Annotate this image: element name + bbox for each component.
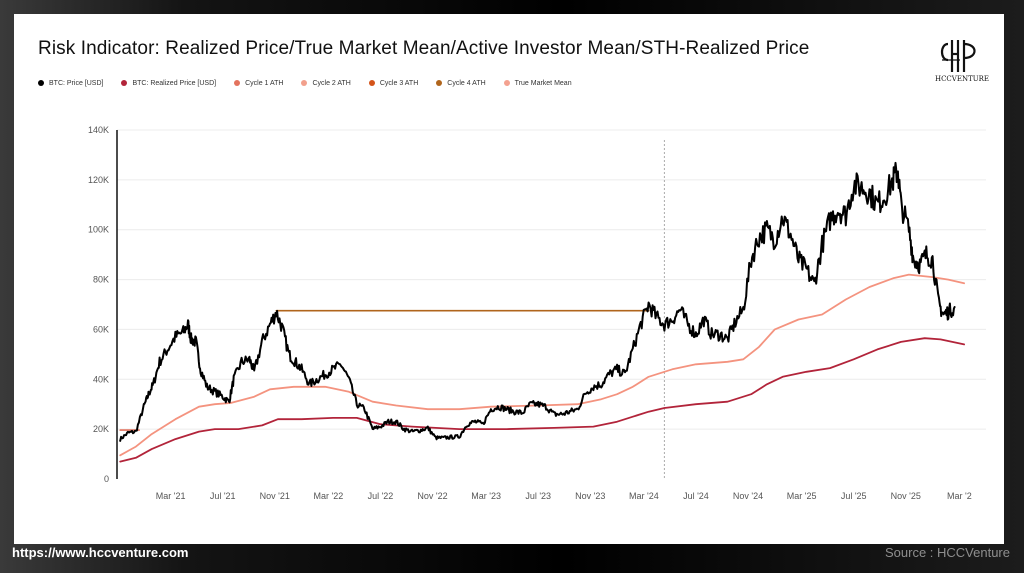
legend-swatch — [436, 80, 443, 86]
source-credit: Source : HCCVenture — [884, 545, 1010, 560]
y-tick-label: 140K — [88, 125, 109, 135]
legend-item-cycle-3-ath[interactable]: Cycle 3 ATH — [368, 79, 419, 87]
x-tick-label: Jul '23 — [525, 491, 551, 501]
legend-swatch — [301, 80, 308, 86]
hccventure-logo: HCCVENTURE — [934, 38, 990, 86]
x-tick-label: Mar '22 — [314, 491, 344, 501]
x-tick-label: Nov '24 — [733, 491, 763, 501]
x-tick-label: Mar '24 — [629, 491, 659, 501]
y-axis: 0 20K 40K 60K 80K 100K 120K 140K — [88, 125, 109, 484]
x-tick-label: Nov '22 — [417, 491, 447, 501]
chart-card: Risk Indicator: Realized Price/True Mark… — [14, 14, 1004, 544]
x-tick-label: Jul '24 — [683, 491, 709, 501]
y-tick-label: 100K — [88, 225, 109, 235]
y-tick-label: 20K — [93, 424, 109, 434]
x-tick-label: Jul '22 — [368, 491, 394, 501]
y-tick-label: 0 — [104, 474, 109, 484]
x-axis: Mar '21 Jul '21 Nov '21 Mar '22 Jul '22 Nov '… — [156, 491, 972, 501]
grid — [117, 129, 986, 430]
legend-swatch — [38, 80, 44, 86]
legend-label: Cycle 1 ATH — [245, 79, 284, 87]
x-tick-label: Nov '21 — [260, 491, 290, 501]
legend-swatch — [503, 80, 510, 86]
website-url[interactable]: https://www.hccventure.com — [12, 545, 189, 560]
legend-item-btc-realized-price-usd[interactable]: BTC: Realized Price [USD] — [121, 80, 216, 87]
legend: BTC: Price [USD] BTC: Realized Price [USD… — [38, 77, 590, 89]
series-line-btc-price-usd — [119, 161, 956, 442]
series-group — [119, 140, 965, 479]
legend-swatch — [234, 80, 241, 86]
legend-swatch — [368, 80, 375, 86]
logo-text: HCCVENTURE — [934, 75, 990, 83]
legend-item-cycle-2-ath[interactable]: Cycle 2 ATH — [301, 79, 351, 87]
x-tick-label: Mar '23 — [471, 491, 501, 501]
legend-label: BTC: Price [USD] — [49, 79, 104, 87]
legend-label: Cycle 4 ATH — [447, 79, 486, 87]
x-tick-label: Jul '21 — [210, 491, 236, 501]
line-chart: 0 20K 40K 60K 80K 100K 120K 140K Mar '21 Jul '21… — [88, 125, 986, 501]
legend-item-true-market-mean[interactable]: True Market Mean — [503, 79, 572, 87]
x-tick-label: Nov '25 — [891, 491, 921, 501]
legend-swatch — [121, 80, 128, 86]
chart-title: Risk Indicator: Realized Price/True Mark… — [38, 38, 810, 59]
legend-label: Cycle 3 ATH — [379, 79, 419, 87]
legend-label: BTC: Realized Price [USD] — [132, 79, 217, 87]
series-line-true-market-mean — [119, 273, 965, 457]
legend-label: True Market Mean — [514, 79, 572, 87]
y-tick-label: 80K — [93, 275, 109, 285]
legend-item-cycle-1-ath[interactable]: Cycle 1 ATH — [234, 80, 283, 87]
legend-item-btc-price-usd[interactable]: BTC: Price [USD] — [38, 80, 103, 87]
y-tick-label: 120K — [88, 175, 109, 185]
legend-item-cycle-4-ath[interactable]: Cycle 4 ATH — [436, 79, 486, 87]
series-line-btc-realized-price-usd — [119, 337, 965, 463]
hccventure-logo-mark-icon — [940, 40, 976, 72]
x-tick-label: Nov '23 — [575, 491, 605, 501]
x-tick-label: Mar '21 — [156, 491, 186, 501]
x-tick-label: Mar '25 — [787, 491, 817, 501]
x-tick-label: Mar '2 — [947, 491, 972, 501]
y-tick-label: 40K — [93, 374, 109, 384]
legend-label: Cycle 2 ATH — [312, 79, 351, 87]
y-tick-label: 60K — [93, 324, 109, 334]
x-tick-label: Jul '25 — [841, 491, 867, 501]
